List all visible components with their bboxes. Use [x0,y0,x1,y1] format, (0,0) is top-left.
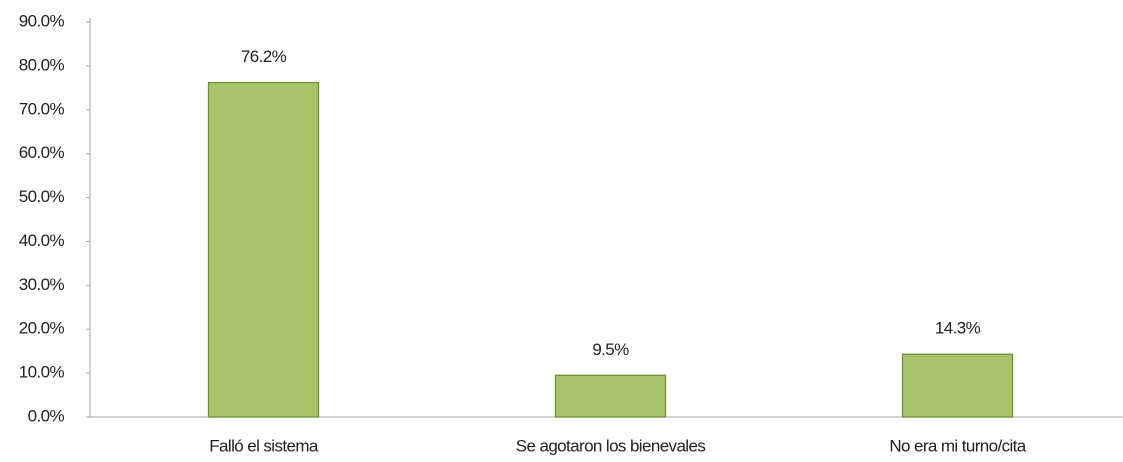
y-tick-label: 30.0% [19,275,65,294]
value-label: 14.3% [935,319,981,338]
y-tick-label: 20.0% [19,319,65,338]
x-tick-label: No era mi turno/cita [889,436,1026,455]
y-tick-label: 60.0% [19,143,65,162]
y-tick-label: 0.0% [28,406,65,425]
x-tick-label: Falló el sistema [209,436,319,455]
y-tick-label: 40.0% [19,231,65,250]
y-tick-label: 50.0% [19,187,65,206]
value-label: 9.5% [592,340,629,359]
y-tick-label: 10.0% [19,363,65,382]
x-tick-label: Se agotaron los bienevales [516,436,706,455]
value-label: 76.2% [241,47,287,66]
bar [554,374,667,418]
bar [901,353,1014,418]
y-tick-label: 90.0% [19,11,65,30]
y-tick-label: 70.0% [19,99,65,118]
bar [207,81,320,418]
y-tick-label: 80.0% [19,55,65,74]
